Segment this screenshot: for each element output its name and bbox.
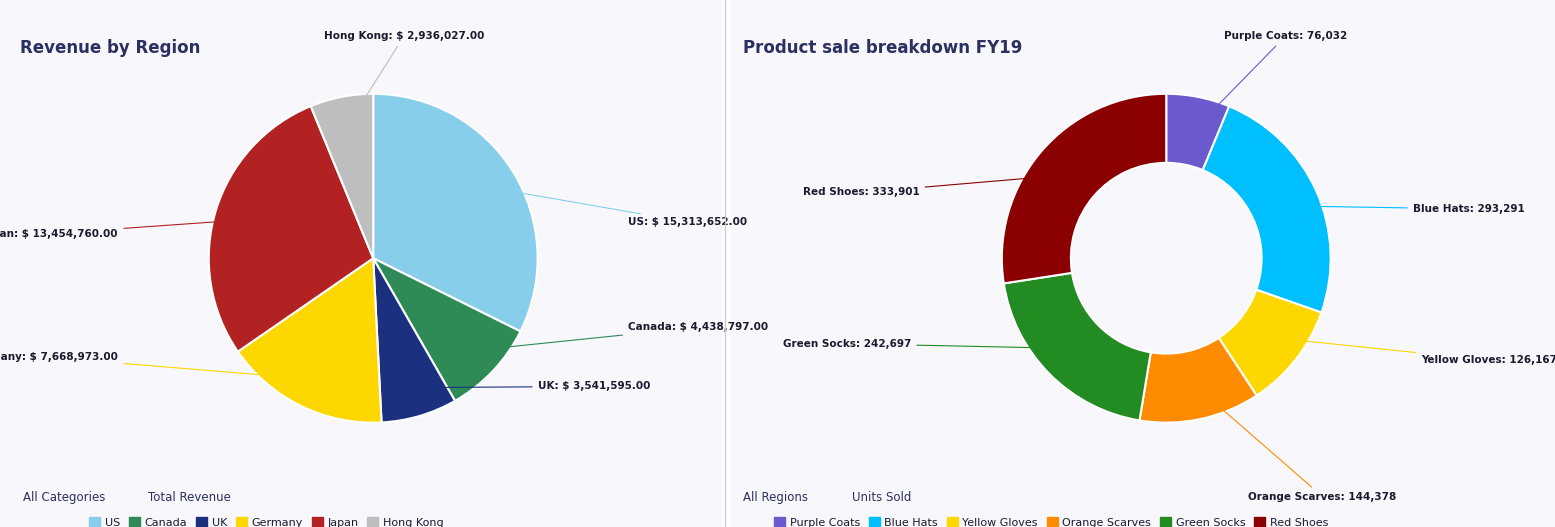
Text: Units Sold: Units Sold bbox=[852, 491, 911, 504]
Text: Red Shoes: 333,901: Red Shoes: 333,901 bbox=[802, 175, 1067, 198]
Text: Purple Coats: 76,032: Purple Coats: 76,032 bbox=[1193, 31, 1347, 131]
Wedge shape bbox=[373, 258, 521, 401]
Wedge shape bbox=[311, 94, 373, 258]
Text: Orange Scarves: 144,378: Orange Scarves: 144,378 bbox=[1194, 386, 1396, 502]
Text: Germany: $ 7,668,973.00: Germany: $ 7,668,973.00 bbox=[0, 352, 311, 379]
Text: US: $ 15,313,652.00: US: $ 15,313,652.00 bbox=[490, 188, 748, 227]
Text: Total Revenue: Total Revenue bbox=[148, 491, 230, 504]
Text: Yellow Gloves: 126,167: Yellow Gloves: 126,167 bbox=[1270, 337, 1555, 365]
Wedge shape bbox=[208, 106, 373, 352]
Text: Blue Hats: 293,291: Blue Hats: 293,291 bbox=[1286, 204, 1524, 214]
Wedge shape bbox=[238, 258, 381, 423]
Text: Green Socks: 242,697: Green Socks: 242,697 bbox=[784, 339, 1073, 349]
Text: All Categories: All Categories bbox=[23, 491, 106, 504]
Text: Japan: $ 13,454,760.00: Japan: $ 13,454,760.00 bbox=[0, 220, 241, 239]
Text: Hong Kong: $ 2,936,027.00: Hong Kong: $ 2,936,027.00 bbox=[323, 31, 484, 124]
Wedge shape bbox=[1005, 273, 1151, 421]
Text: Product sale breakdown FY19: Product sale breakdown FY19 bbox=[743, 38, 1023, 57]
Wedge shape bbox=[1140, 338, 1256, 423]
Text: All Regions: All Regions bbox=[743, 491, 809, 504]
Wedge shape bbox=[373, 94, 538, 331]
Wedge shape bbox=[1202, 106, 1331, 313]
Text: UK: $ 3,541,595.00: UK: $ 3,541,595.00 bbox=[414, 382, 650, 392]
Text: Canada: $ 4,438,797.00: Canada: $ 4,438,797.00 bbox=[474, 323, 768, 350]
Wedge shape bbox=[1001, 94, 1166, 284]
Wedge shape bbox=[373, 258, 456, 423]
Legend: US, Canada, UK, Germany, Japan, Hong Kong: US, Canada, UK, Germany, Japan, Hong Kon… bbox=[86, 513, 448, 527]
Text: Revenue by Region: Revenue by Region bbox=[20, 38, 201, 57]
Wedge shape bbox=[1166, 94, 1228, 170]
Legend: Purple Coats, Blue Hats, Yellow Gloves, Orange Scarves, Green Socks, Red Shoes: Purple Coats, Blue Hats, Yellow Gloves, … bbox=[770, 513, 1333, 527]
Wedge shape bbox=[1219, 290, 1322, 396]
